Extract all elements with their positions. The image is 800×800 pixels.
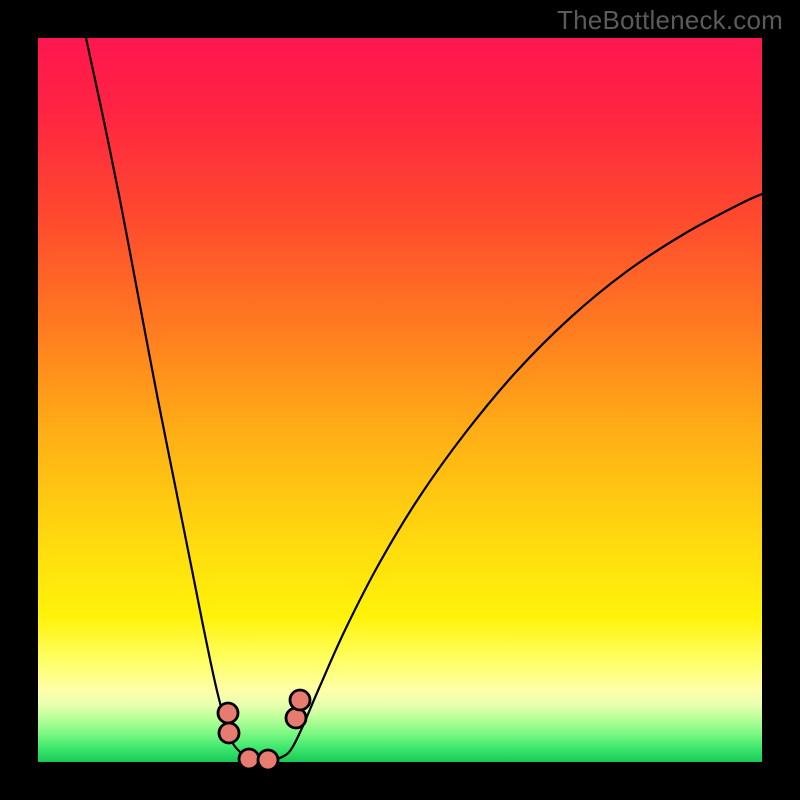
attribution-text: TheBottleneck.com xyxy=(557,5,783,36)
gradient-background xyxy=(38,38,762,762)
chart-stage: TheBottleneck.com xyxy=(0,0,800,800)
